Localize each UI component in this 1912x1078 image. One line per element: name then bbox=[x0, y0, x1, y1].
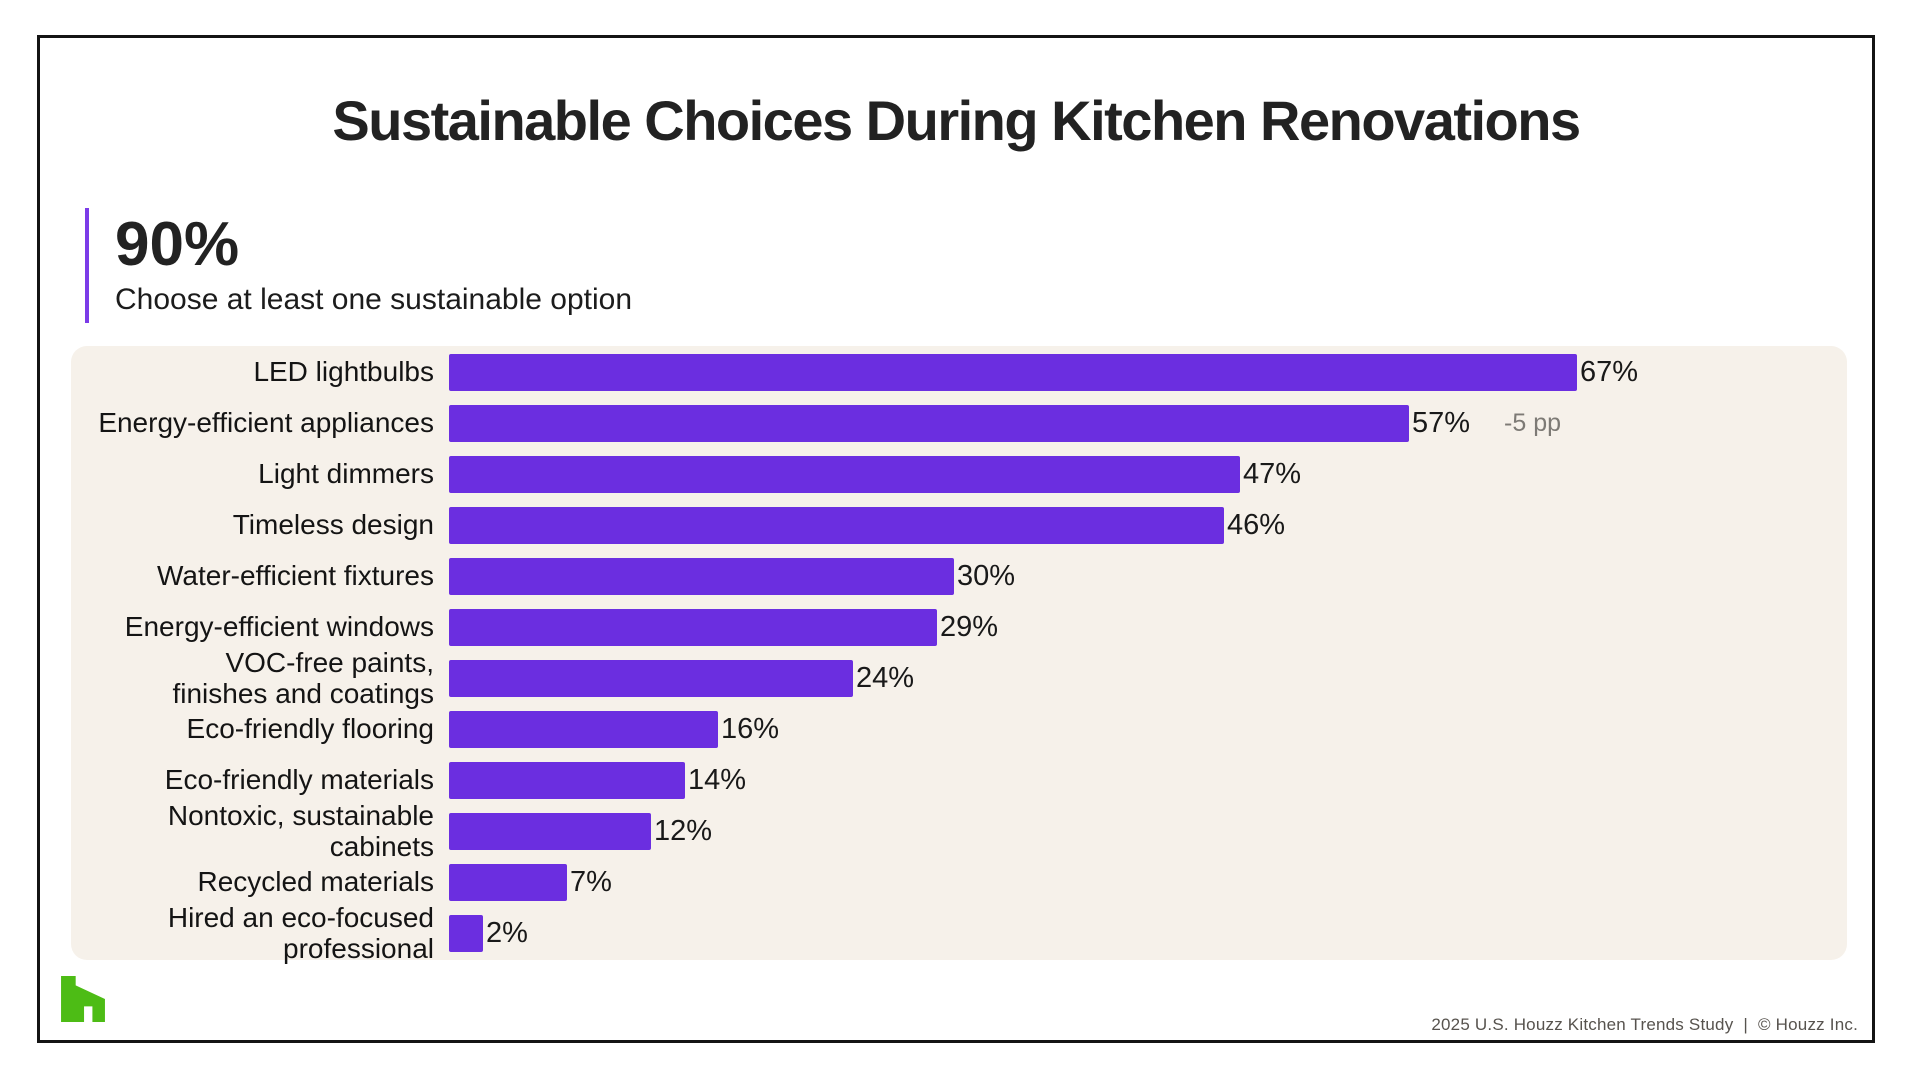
value-label: 12% bbox=[654, 815, 713, 847]
bar-track: 2% bbox=[449, 908, 1847, 959]
category-label: Energy-efficient appliances bbox=[98, 407, 434, 439]
change-annotation: -5 pp bbox=[1504, 409, 1562, 437]
bar bbox=[449, 354, 1577, 391]
value-label: 57% bbox=[1412, 407, 1471, 439]
category-label: Hired an eco-focused professional bbox=[167, 902, 434, 964]
bar-track: 29% bbox=[449, 602, 1847, 653]
houzz-logo-icon bbox=[61, 976, 105, 1022]
chart-row: Nontoxic, sustainable cabinets 12% bbox=[71, 801, 1847, 862]
bar-chart: LED lightbulbs 67% Energy-efficient applia… bbox=[71, 346, 1847, 964]
bar-track: 30% bbox=[449, 551, 1847, 602]
bar-track: 14% bbox=[449, 755, 1847, 806]
footer-separator: | bbox=[1743, 1015, 1749, 1034]
bar bbox=[449, 660, 853, 697]
category-label: Water-efficient fixtures bbox=[157, 560, 434, 592]
bar-track: 46% bbox=[449, 500, 1847, 551]
value-label: 47% bbox=[1243, 458, 1302, 490]
bar bbox=[449, 915, 483, 952]
bar bbox=[449, 507, 1224, 544]
chart-row: Water-efficient fixtures 30% bbox=[71, 551, 1847, 602]
category-label: Eco-friendly materials bbox=[164, 764, 434, 796]
chart-row: VOC-free paints, finishes and coatings 24… bbox=[71, 648, 1847, 709]
category-label: Nontoxic, sustainable cabinets bbox=[167, 800, 434, 862]
chart-rows: LED lightbulbs 67% Energy-efficient applia… bbox=[71, 347, 1847, 964]
bar-track: 24% bbox=[449, 653, 1847, 704]
footer-source: 2025 U.S. Houzz Kitchen Trends Study bbox=[1431, 1015, 1734, 1034]
bar bbox=[449, 609, 937, 646]
bar bbox=[449, 456, 1240, 493]
value-label: 14% bbox=[688, 764, 747, 796]
chart-row: Energy-efficient windows 29% bbox=[71, 602, 1847, 653]
bar bbox=[449, 813, 651, 850]
chart-row: Energy-efficient appliances 57% -5 pp bbox=[71, 398, 1847, 449]
bar bbox=[449, 711, 718, 748]
chart-row: Light dimmers 47% bbox=[71, 449, 1847, 500]
footer-credit: 2025 U.S. Houzz Kitchen Trends Study | © H… bbox=[1431, 1015, 1858, 1035]
value-label: 29% bbox=[940, 611, 999, 643]
category-label: Recycled materials bbox=[197, 866, 434, 898]
houzz-logo-shape bbox=[61, 976, 105, 1022]
category-label: Eco-friendly flooring bbox=[186, 713, 434, 745]
bar bbox=[449, 405, 1409, 442]
bar-track: 16% bbox=[449, 704, 1847, 755]
value-label: 16% bbox=[721, 713, 780, 745]
footer-copyright: © Houzz Inc. bbox=[1758, 1015, 1858, 1034]
chart-row: Eco-friendly flooring 16% bbox=[71, 704, 1847, 755]
chart-row: Hired an eco-focused professional 2% bbox=[71, 903, 1847, 964]
value-label: 7% bbox=[570, 866, 612, 898]
bar bbox=[449, 558, 954, 595]
category-label: Energy-efficient windows bbox=[124, 611, 434, 643]
headline-stat: 90% Choose at least one sustainable opti… bbox=[85, 208, 633, 324]
bar-track: 12% bbox=[449, 806, 1847, 857]
page-title: Sustainable Choices During Kitchen Renov… bbox=[332, 89, 1581, 152]
stat-caption: Choose at least one sustainable option bbox=[115, 283, 633, 317]
bar-track: 47% bbox=[449, 449, 1847, 500]
value-label: 30% bbox=[957, 560, 1016, 592]
stat-value: 90% bbox=[115, 210, 240, 279]
bar-track: 7% bbox=[449, 857, 1847, 908]
category-label: Timeless design bbox=[232, 509, 434, 541]
category-label: LED lightbulbs bbox=[253, 356, 434, 388]
infographic-slide: Sustainable Choices During Kitchen Renov… bbox=[37, 35, 1875, 1043]
value-label: 46% bbox=[1227, 509, 1286, 541]
chart-row: Recycled materials 7% bbox=[71, 857, 1847, 908]
bar bbox=[449, 762, 685, 799]
bar bbox=[449, 864, 567, 901]
value-label: 2% bbox=[486, 917, 528, 949]
chart-row: LED lightbulbs 67% bbox=[71, 347, 1847, 398]
value-label: 67% bbox=[1580, 356, 1639, 388]
chart-row: Eco-friendly materials 14% bbox=[71, 755, 1847, 806]
chart-row: Timeless design 46% bbox=[71, 500, 1847, 551]
bar-track: 57% -5 pp bbox=[449, 398, 1847, 449]
category-label: VOC-free paints, finishes and coatings bbox=[172, 647, 434, 709]
value-label: 24% bbox=[856, 662, 915, 694]
bar-track: 67% bbox=[449, 347, 1847, 398]
category-label: Light dimmers bbox=[258, 458, 434, 490]
